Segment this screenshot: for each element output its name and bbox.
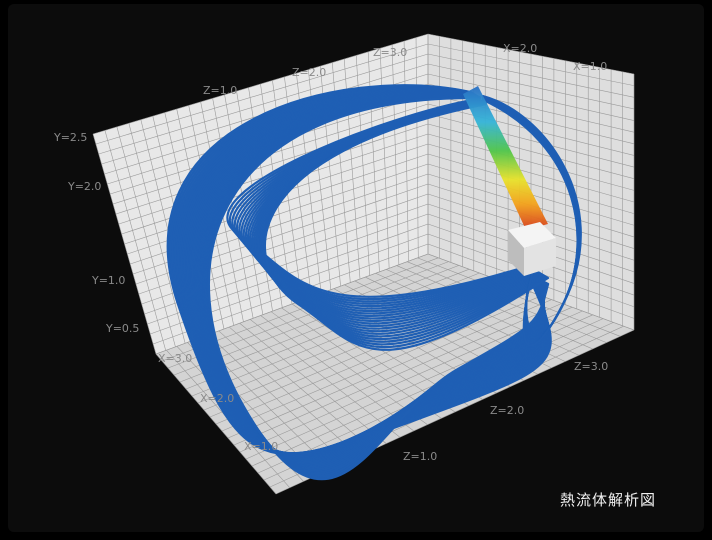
grid-line	[179, 268, 470, 383]
grid-line	[98, 53, 429, 155]
grid-line	[427, 133, 635, 191]
label-y-2-5: Y=2.5	[53, 131, 87, 144]
label-x-1-floor: X=1.0	[244, 440, 278, 453]
label-z-2-back: Z=2.0	[292, 66, 326, 79]
label-x-2-floor: X=2.0	[200, 392, 234, 405]
grid-line	[427, 53, 635, 98]
floor	[156, 254, 634, 494]
label-z-2-floor: Z=2.0	[490, 404, 524, 417]
grid-line	[227, 299, 552, 439]
cfd-visualization: Z=3.0 Z=2.0 Z=1.0 X=2.0 X=1.0 Y=2.5 Y=2.…	[53, 33, 635, 495]
streamline	[207, 96, 550, 481]
label-y-1-0: Y=1.0	[91, 274, 125, 287]
streamline	[263, 102, 550, 351]
label-x-1-back: X=1.0	[573, 60, 607, 73]
grid-line	[427, 33, 635, 75]
grid-line	[427, 63, 635, 110]
streamline	[482, 99, 579, 347]
grid-line	[233, 303, 563, 446]
label-z-1-floor: Z=1.0	[403, 450, 437, 463]
grid-line	[427, 153, 635, 214]
diagram-caption: 熱流体解析図	[559, 491, 656, 509]
grid-line	[95, 43, 429, 145]
grid-line	[221, 295, 542, 432]
grid-line	[427, 113, 635, 168]
grid-line	[427, 73, 635, 121]
grid-line	[427, 123, 635, 180]
heat-plume	[463, 86, 548, 230]
grid-line	[427, 43, 635, 86]
label-y-0-5: Y=0.5	[105, 322, 139, 335]
streamlines	[166, 84, 582, 481]
heat-source-box	[508, 222, 556, 276]
grid-line	[92, 33, 429, 135]
label-x-2-back: X=2.0	[503, 42, 537, 55]
diagram-frame: Z=3.0 Z=2.0 Z=1.0 X=2.0 X=1.0 Y=2.5 Y=2.…	[8, 4, 704, 532]
grid-line	[427, 143, 635, 203]
label-z-1-back: Z=1.0	[203, 84, 237, 97]
label-z-3-back: Z=3.0	[373, 46, 407, 59]
label-z-3-floor: Z=3.0	[574, 360, 608, 373]
label-x-3-floor: X=3.0	[158, 352, 192, 365]
grid-line	[239, 306, 573, 453]
label-y-2-0: Y=2.0	[67, 180, 101, 193]
